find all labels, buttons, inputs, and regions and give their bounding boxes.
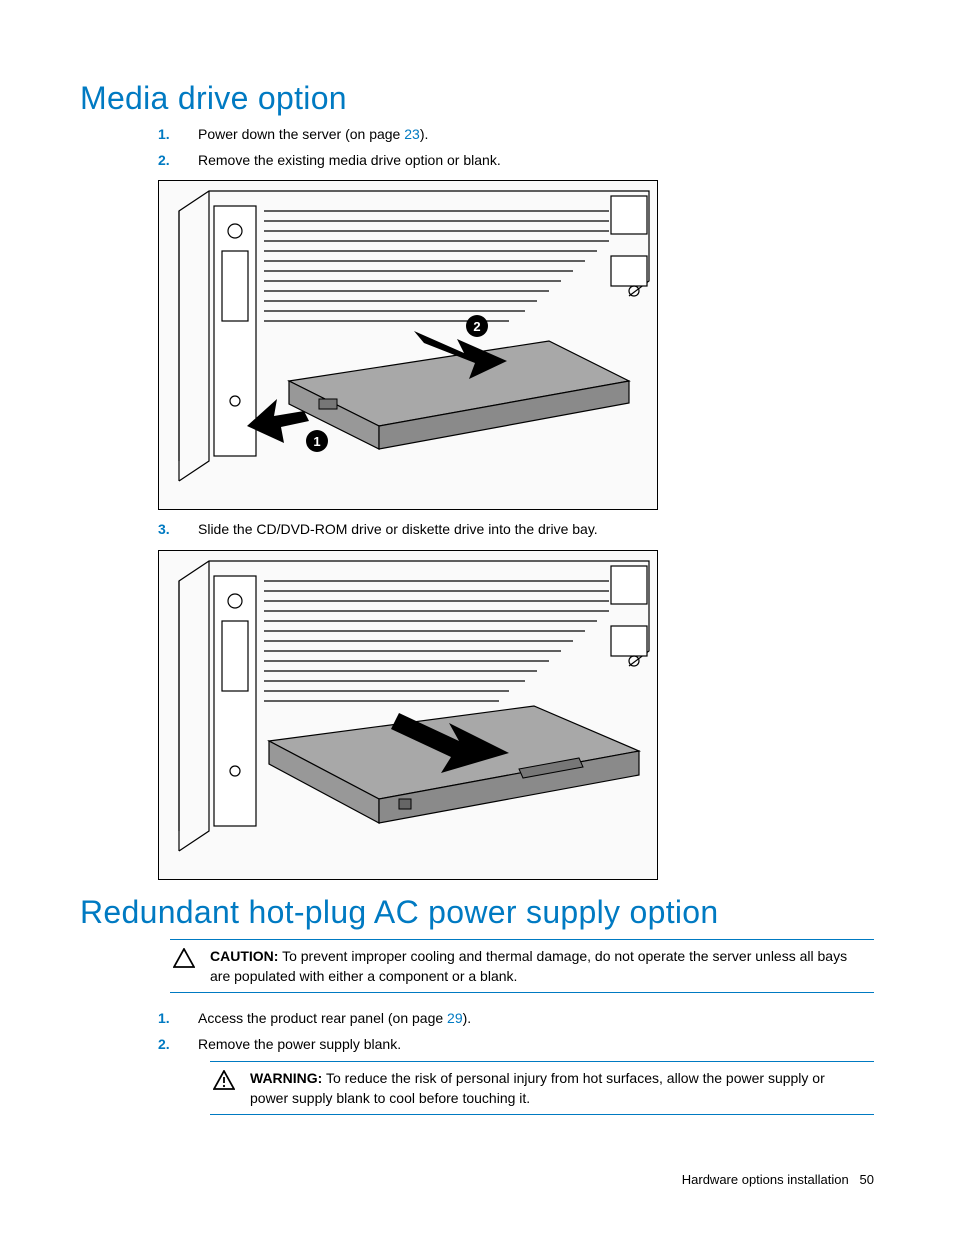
step-text: Access the product rear panel (on page 2… bbox=[198, 1009, 471, 1029]
step-number: 2. bbox=[158, 1035, 198, 1055]
step-text: Slide the CD/DVD-ROM drive or diskette d… bbox=[198, 520, 598, 540]
callout-label: 2 bbox=[473, 319, 480, 334]
section-title: Media drive option bbox=[80, 80, 874, 117]
page-link[interactable]: 23 bbox=[404, 126, 420, 142]
diagram-remove-drive: 1 2 bbox=[158, 180, 658, 510]
page-link[interactable]: 29 bbox=[447, 1010, 463, 1026]
caution-icon bbox=[170, 946, 198, 968]
step-item: 2. Remove the existing media drive optio… bbox=[158, 151, 874, 171]
caution-text: CAUTION: To prevent improper cooling and… bbox=[210, 946, 874, 987]
page-footer: Hardware options installation 50 bbox=[682, 1172, 874, 1187]
step-item: 3. Slide the CD/DVD-ROM drive or diskett… bbox=[158, 520, 874, 540]
step-text: Remove the power supply blank. bbox=[198, 1035, 401, 1055]
diagram-insert-drive bbox=[158, 550, 658, 880]
steps-list-2: 1. Access the product rear panel (on pag… bbox=[158, 1009, 874, 1054]
warning-icon bbox=[210, 1068, 238, 1090]
step-number: 3. bbox=[158, 520, 198, 540]
warning-box: WARNING: To reduce the risk of personal … bbox=[210, 1061, 874, 1116]
step-number: 1. bbox=[158, 1009, 198, 1029]
section-title: Redundant hot-plug AC power supply optio… bbox=[80, 894, 874, 931]
step-item: 1. Access the product rear panel (on pag… bbox=[158, 1009, 874, 1029]
step-number: 1. bbox=[158, 125, 198, 145]
caution-box: CAUTION: To prevent improper cooling and… bbox=[170, 939, 874, 994]
steps-list-1b: 3. Slide the CD/DVD-ROM drive or diskett… bbox=[158, 520, 874, 540]
step-number: 2. bbox=[158, 151, 198, 171]
step-item: 1. Power down the server (on page 23). bbox=[158, 125, 874, 145]
warning-text: WARNING: To reduce the risk of personal … bbox=[250, 1068, 874, 1109]
step-item: 2. Remove the power supply blank. bbox=[158, 1035, 874, 1055]
callout-label: 1 bbox=[313, 434, 320, 449]
steps-list-1: 1. Power down the server (on page 23). 2… bbox=[158, 125, 874, 170]
step-text: Remove the existing media drive option o… bbox=[198, 151, 501, 171]
step-text: Power down the server (on page 23). bbox=[198, 125, 428, 145]
